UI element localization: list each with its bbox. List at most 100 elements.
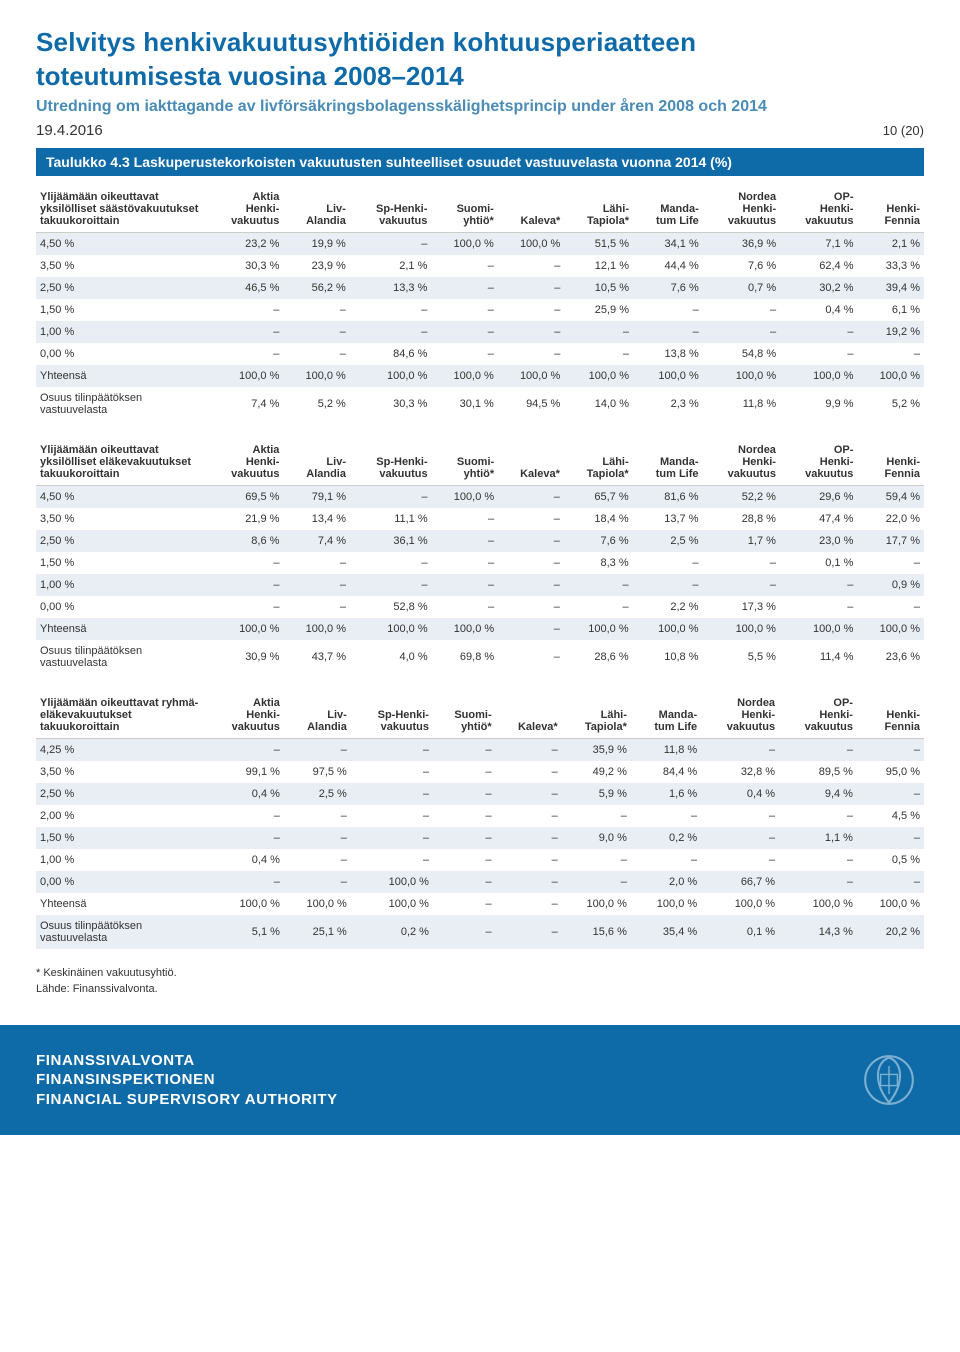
row-header-label: Ylijäämään oikeuttavat ryhmä- eläkevakuu… bbox=[36, 692, 206, 739]
cell: 0,1 % bbox=[780, 552, 857, 574]
cell: – bbox=[350, 552, 432, 574]
cell: – bbox=[433, 783, 496, 805]
cell: 30,9 % bbox=[206, 640, 283, 674]
cell: 19,9 % bbox=[283, 232, 349, 255]
cell: 100,0 % bbox=[206, 618, 283, 640]
cell: 9,4 % bbox=[779, 783, 857, 805]
cell: – bbox=[433, 915, 496, 949]
cell: – bbox=[857, 738, 924, 761]
cell: 65,7 % bbox=[564, 485, 633, 508]
cell: – bbox=[206, 827, 284, 849]
data-table: Ylijäämään oikeuttavat ryhmä- eläkevakuu… bbox=[36, 692, 924, 949]
cell: – bbox=[562, 849, 631, 871]
cell: – bbox=[431, 299, 497, 321]
cell: 100,0 % bbox=[701, 893, 779, 915]
cell: – bbox=[780, 343, 857, 365]
cell: 5,5 % bbox=[703, 640, 780, 674]
cell: 0,7 % bbox=[703, 277, 780, 299]
row-label: 2,00 % bbox=[36, 805, 206, 827]
cell: 100,0 % bbox=[633, 365, 703, 387]
cell: 33,3 % bbox=[857, 255, 924, 277]
cell: 100,0 % bbox=[284, 893, 351, 915]
cell: 44,4 % bbox=[633, 255, 703, 277]
row-label: 1,00 % bbox=[36, 849, 206, 871]
cell: 17,7 % bbox=[857, 530, 924, 552]
cell: – bbox=[562, 871, 631, 893]
cell: – bbox=[284, 738, 351, 761]
cell: – bbox=[496, 871, 562, 893]
cell: 100,0 % bbox=[498, 232, 564, 255]
cell: 1,6 % bbox=[631, 783, 701, 805]
cell: – bbox=[857, 343, 924, 365]
cell: – bbox=[283, 574, 350, 596]
cell: 12,1 % bbox=[564, 255, 633, 277]
cell: 95,0 % bbox=[857, 761, 924, 783]
cell: 35,9 % bbox=[562, 738, 631, 761]
cell: – bbox=[564, 343, 633, 365]
cell: 7,4 % bbox=[206, 387, 283, 421]
cell: 2,5 % bbox=[633, 530, 703, 552]
col-header: Liv-Alandia bbox=[284, 692, 351, 739]
cell: – bbox=[780, 596, 857, 618]
cell: – bbox=[350, 232, 432, 255]
col-header: Sp-Henki-vakuutus bbox=[351, 692, 433, 739]
cell: 100,0 % bbox=[564, 618, 633, 640]
cell: 32,8 % bbox=[701, 761, 779, 783]
footer-line-2: FINANSINSPEKTIONEN bbox=[36, 1070, 338, 1090]
col-header: Henki-Fennia bbox=[857, 186, 924, 233]
col-header: NordeaHenki-vakuutus bbox=[703, 439, 780, 486]
table-row: 4,50 %69,5 %79,1 %–100,0 %–65,7 %81,6 %5… bbox=[36, 485, 924, 508]
data-table: Ylijäämään oikeuttavat yksilölliset eläk… bbox=[36, 439, 924, 674]
col-header: Sp-Henki-vakuutus bbox=[350, 186, 432, 233]
cell: 100,0 % bbox=[564, 365, 633, 387]
cell: 84,6 % bbox=[350, 343, 432, 365]
cell: 0,1 % bbox=[701, 915, 779, 949]
cell: – bbox=[564, 596, 633, 618]
col-header: Suomi-yhtiö* bbox=[433, 692, 496, 739]
cell: – bbox=[350, 299, 432, 321]
cell: 5,1 % bbox=[206, 915, 284, 949]
table-row: 1,00 %0,4 %––––––––0,5 % bbox=[36, 849, 924, 871]
table-row: 0,00 %––100,0 %–––2,0 %66,7 %–– bbox=[36, 871, 924, 893]
footer-line-3: FINANCIAL SUPERVISORY AUTHORITY bbox=[36, 1090, 338, 1110]
row-label: Osuus tilinpäätöksen vastuuvelasta bbox=[36, 387, 206, 421]
col-header: OP-Henki-vakuutus bbox=[780, 439, 857, 486]
cell: – bbox=[496, 805, 562, 827]
cell: – bbox=[564, 574, 633, 596]
tables-host: Ylijäämään oikeuttavat yksilölliset sääs… bbox=[36, 186, 924, 949]
cell: 2,3 % bbox=[633, 387, 703, 421]
coat-of-arms-icon bbox=[854, 1045, 924, 1115]
doc-title-1: Selvitys henkivakuutusyhtiöiden kohtuusp… bbox=[36, 28, 924, 58]
col-header: NordeaHenki-vakuutus bbox=[703, 186, 780, 233]
cell: – bbox=[498, 299, 564, 321]
cell: – bbox=[283, 596, 350, 618]
cell: 99,1 % bbox=[206, 761, 284, 783]
cell: 14,0 % bbox=[564, 387, 633, 421]
table-row: Osuus tilinpäätöksen vastuuvelasta5,1 %2… bbox=[36, 915, 924, 949]
row-label: 1,50 % bbox=[36, 827, 206, 849]
cell: 100,0 % bbox=[631, 893, 701, 915]
table-row: 3,50 %21,9 %13,4 %11,1 %––18,4 %13,7 %28… bbox=[36, 508, 924, 530]
cell: 30,3 % bbox=[206, 255, 283, 277]
cell: 69,5 % bbox=[206, 485, 283, 508]
col-header: Lähi-Tapiola* bbox=[564, 439, 633, 486]
cell: 94,5 % bbox=[498, 387, 564, 421]
cell: 79,1 % bbox=[283, 485, 350, 508]
cell: – bbox=[206, 738, 284, 761]
cell: 100,0 % bbox=[780, 365, 857, 387]
cell: 49,2 % bbox=[562, 761, 631, 783]
table-row: 3,50 %30,3 %23,9 %2,1 %––12,1 %44,4 %7,6… bbox=[36, 255, 924, 277]
cell: – bbox=[498, 552, 564, 574]
cell: – bbox=[432, 508, 499, 530]
cell: – bbox=[633, 321, 703, 343]
cell: 30,3 % bbox=[350, 387, 432, 421]
cell: – bbox=[564, 321, 633, 343]
col-header: Manda-tum Life bbox=[631, 692, 701, 739]
row-label: 3,50 % bbox=[36, 508, 206, 530]
cell: 100,0 % bbox=[283, 365, 349, 387]
cell: – bbox=[633, 552, 703, 574]
cell: – bbox=[206, 552, 283, 574]
cell: 0,4 % bbox=[206, 783, 284, 805]
table-row: 1,00 %–––––––––19,2 % bbox=[36, 321, 924, 343]
page-count: 10 (20) bbox=[36, 123, 924, 138]
